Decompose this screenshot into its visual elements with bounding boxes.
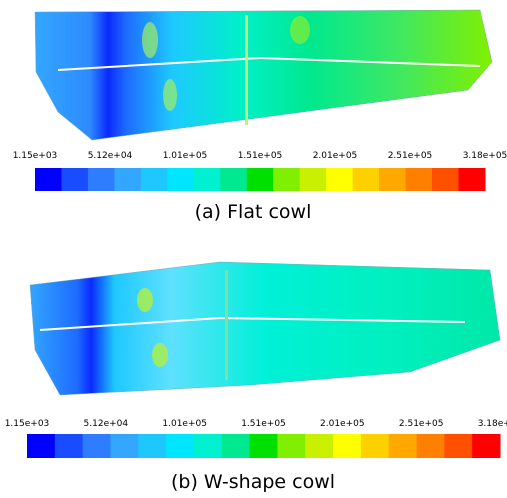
color-swatch (360, 434, 390, 458)
colorbar-tick-label: 2.51e+05 (388, 151, 433, 161)
colorbar-tick-label: 1.15e+03 (13, 151, 58, 161)
color-swatch (138, 434, 167, 458)
color-swatch (379, 168, 407, 191)
color-swatch (87, 168, 115, 191)
color-swatch (246, 168, 274, 191)
color-swatch (35, 168, 62, 191)
colorbar-a: 1.15e+03 5.12e+04 1.01e+05 1.51e+05 2.01e+05… (13, 151, 507, 191)
colorbar-tick-label: 2.01e+05 (320, 419, 365, 429)
colorbar-tick-label: 1.51e+05 (238, 151, 283, 161)
color-swatch (333, 434, 362, 458)
color-swatch (305, 434, 334, 458)
color-swatch (416, 434, 445, 458)
colorbar-tick-label: 1.01e+05 (162, 419, 207, 429)
contour-plot-b (29, 261, 501, 396)
color-swatch (61, 168, 89, 191)
color-swatch (110, 434, 139, 458)
color-swatch (27, 434, 56, 458)
color-swatch (352, 168, 380, 191)
colorbar-b: 1.15e+03 5.12e+04 1.01e+05 1.51e+05 2.01e+05… (5, 419, 507, 458)
color-swatch (114, 168, 142, 191)
color-swatch (388, 434, 418, 458)
colorbar-tick-label: 2.51e+05 (399, 419, 444, 429)
colorbar-tick-label: 5.12e+04 (84, 419, 129, 429)
color-swatch (166, 434, 195, 458)
color-swatch (220, 168, 248, 191)
color-swatch (54, 434, 84, 458)
color-swatch (221, 434, 251, 458)
color-swatch (140, 168, 168, 191)
color-swatch (82, 434, 111, 458)
colorbar-tick-label: 2.01e+05 (313, 151, 358, 161)
caption: (a) Flat cowl (195, 201, 312, 223)
color-swatch (193, 168, 221, 191)
color-swatch (193, 434, 223, 458)
color-swatch (458, 168, 486, 191)
color-swatch (472, 434, 501, 458)
colorbar-tick-label: 5.12e+04 (88, 151, 133, 161)
color-swatch (405, 168, 433, 191)
colorbar-tick-label: 1.15e+03 (5, 419, 50, 429)
color-swatch (299, 168, 327, 191)
caption: (b) W-shape cowl (171, 471, 335, 493)
color-swatch (167, 168, 195, 191)
color-swatch (444, 434, 473, 458)
color-swatch (326, 168, 354, 191)
colorbar-tick-label: 1.01e+05 (163, 151, 208, 161)
color-swatch (249, 434, 278, 458)
color-swatch (273, 168, 301, 191)
colorbar-tick-label: 3.18e+05 (463, 151, 507, 161)
colorbar-tick-label: 1.51e+05 (241, 419, 286, 429)
color-swatch (432, 168, 460, 191)
colorbar-tick-label: 3.18e+05 (478, 419, 507, 429)
color-swatch (277, 434, 306, 458)
contour-plot-a (34, 9, 493, 141)
